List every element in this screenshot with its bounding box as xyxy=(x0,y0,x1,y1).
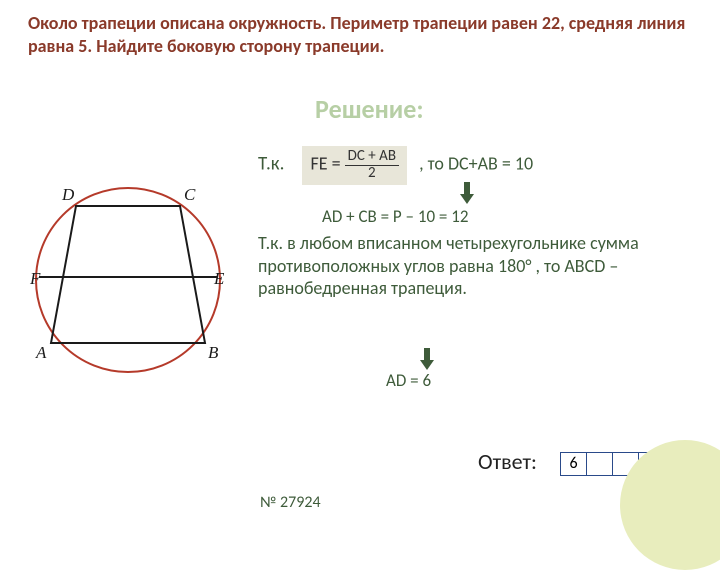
trapezoid-diagram: A B C D E F xyxy=(28,168,228,378)
answer-label: Ответ: xyxy=(478,450,537,474)
formula-lhs: FE = xyxy=(310,153,340,175)
step-1-prefix: Т.к. xyxy=(258,153,284,176)
solution-header: Решение: xyxy=(315,93,424,125)
answer-cell: 6 xyxy=(561,453,587,475)
midline-formula: FE = DC + AB 2 xyxy=(302,146,407,185)
problem-title: Около трапеции описана окружность. Перим… xyxy=(28,12,700,57)
svg-text:C: C xyxy=(184,185,196,204)
answer-cell xyxy=(587,453,613,475)
down-arrow-icon xyxy=(460,182,474,204)
svg-text:A: A xyxy=(35,343,47,362)
down-arrow-icon xyxy=(420,348,434,370)
svg-text:D: D xyxy=(61,185,75,204)
step-2: AD + CB = P – 10 = 12 xyxy=(322,206,468,227)
step-1-suffix: , то DC+AB = 10 xyxy=(419,153,533,175)
step-3: Т.к. в любом вписанном четырехугольнике … xyxy=(258,232,690,300)
svg-text:F: F xyxy=(29,269,41,288)
svg-text:E: E xyxy=(213,269,225,288)
step-4-result: AD = 6 xyxy=(386,370,431,391)
formula-denominator: 2 xyxy=(345,166,399,182)
step-1: Т.к. FE = DC + AB 2 , то DC+AB = 10 xyxy=(258,146,533,185)
problem-number: № 27924 xyxy=(260,493,321,512)
svg-text:B: B xyxy=(208,343,219,362)
formula-fraction: DC + AB 2 xyxy=(345,149,399,182)
